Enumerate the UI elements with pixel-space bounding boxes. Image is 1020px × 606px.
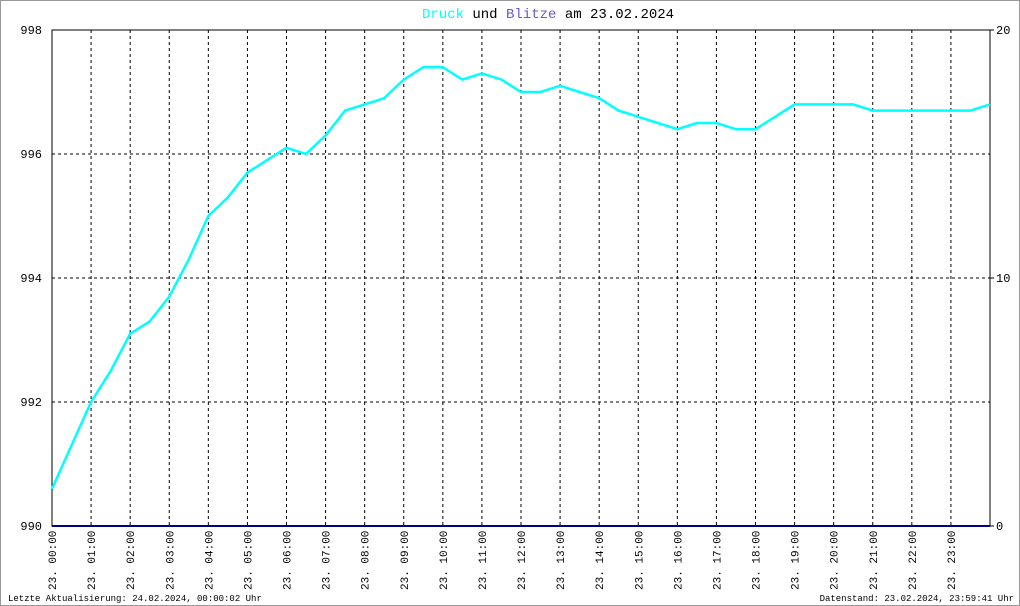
x-tick-label: 23. 19:00: [791, 531, 803, 590]
x-tick-label: 23. 18:00: [752, 531, 764, 590]
x-tick-label: 23. 06:00: [283, 531, 295, 590]
title-date: am 23.02.2024: [565, 7, 674, 23]
x-tick-label: 23. 23:00: [947, 531, 959, 590]
x-tick-label: 23. 13:00: [556, 531, 568, 590]
y2-tick-label: 20: [996, 24, 1010, 38]
x-tick-label: 23. 10:00: [439, 531, 451, 590]
title-series-1: Druck: [422, 7, 464, 23]
x-tick-label: 23. 11:00: [478, 531, 490, 590]
x-tick-label: 23. 20:00: [830, 531, 842, 590]
y2-tick-label: 0: [996, 520, 1003, 534]
footer-updated: Letzte Aktualisierung: 24.02.2024, 00:00…: [8, 594, 262, 604]
x-tick-label: 23. 07:00: [322, 531, 334, 590]
x-tick-label: 23. 12:00: [517, 531, 529, 590]
y2-tick-label: 10: [996, 272, 1010, 286]
x-tick-label: 23. 16:00: [673, 531, 685, 590]
x-tick-label: 23. 14:00: [595, 531, 607, 590]
x-tick-label: 23. 09:00: [400, 531, 412, 590]
x-tick-label: 23. 21:00: [869, 531, 881, 590]
x-tick-label: 23. 17:00: [712, 531, 724, 590]
x-tick-label: 23. 15:00: [634, 531, 646, 590]
y-tick-label: 996: [20, 148, 42, 162]
y-tick-label: 994: [20, 272, 42, 286]
title-connector: und: [472, 7, 497, 23]
x-tick-label: 23. 02:00: [126, 531, 138, 590]
y-tick-label: 992: [20, 396, 42, 410]
chart-title: Druck und Blitze am 23.02.2024: [422, 7, 674, 23]
title-series-2: Blitze: [506, 7, 556, 23]
y-tick-label: 998: [20, 24, 42, 38]
x-tick-label: 23. 01:00: [87, 531, 99, 590]
x-tick-label: 23. 08:00: [361, 531, 373, 590]
x-tick-label: 23. 05:00: [243, 531, 255, 590]
x-tick-label: 23. 00:00: [48, 531, 60, 590]
x-tick-label: 23. 03:00: [165, 531, 177, 590]
y-tick-label: 990: [20, 520, 42, 534]
series-line: [50, 65, 991, 490]
x-tick-label: 23. 04:00: [204, 531, 216, 590]
x-tick-label: 23. 22:00: [908, 531, 920, 590]
footer-data-state: Datenstand: 23.02.2024, 23:59:41 Uhr: [820, 594, 1014, 604]
